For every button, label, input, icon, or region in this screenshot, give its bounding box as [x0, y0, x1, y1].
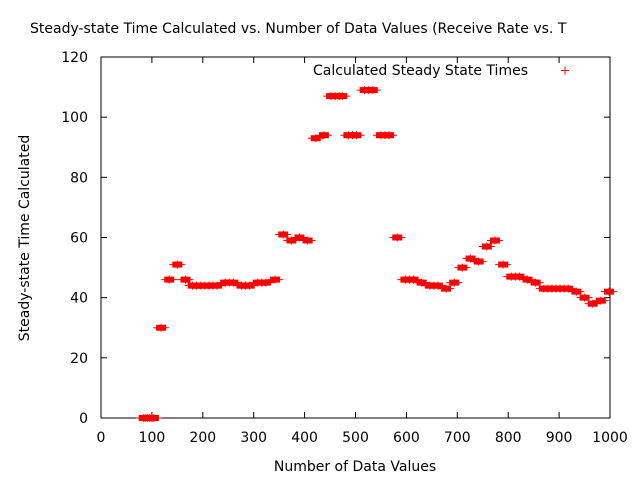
- data-point: [334, 92, 351, 101]
- x-axis-ticks: 0 100 200 300 400 500 600 700 800 900 1000: [97, 57, 628, 446]
- data-point: [161, 275, 178, 284]
- y-tick-label: 60: [70, 231, 88, 247]
- x-tick-label: 600: [393, 430, 420, 446]
- chart-title: Steady-state Time Calculated vs. Number …: [30, 21, 567, 37]
- x-tick-label: 200: [189, 430, 216, 446]
- x-axis-label: Number of Data Values: [274, 459, 436, 475]
- data-point: [291, 233, 308, 242]
- y-tick-label: 20: [70, 351, 88, 367]
- x-tick-label: 700: [444, 430, 471, 446]
- x-tick-label: 300: [240, 430, 267, 446]
- y-tick-label: 40: [70, 291, 88, 307]
- data-point: [405, 275, 422, 284]
- data-point: [527, 278, 544, 287]
- data-point: [241, 281, 258, 290]
- data-point: [478, 242, 495, 251]
- data-point: [348, 131, 365, 140]
- legend: Calculated Steady State Times: [313, 63, 569, 79]
- data-point: [511, 272, 528, 281]
- y-tick-label: 0: [79, 411, 88, 427]
- y-tick-label: 80: [70, 170, 88, 186]
- x-tick-label: 800: [495, 430, 522, 446]
- data-point: [568, 287, 585, 296]
- x-tick-label: 500: [342, 430, 369, 446]
- legend-label: Calculated Steady State Times: [313, 63, 528, 79]
- data-point: [225, 278, 242, 287]
- legend-marker: [561, 66, 569, 75]
- data-point: [600, 287, 617, 296]
- data-point: [307, 134, 324, 143]
- data-point: [153, 323, 170, 332]
- y-tick-label: 100: [61, 110, 88, 126]
- data-point: [267, 275, 284, 284]
- data-point: [364, 86, 381, 95]
- y-axis-label: Steady-state Time Calculated: [17, 135, 33, 341]
- data-point: [470, 257, 487, 266]
- x-tick-label: 100: [139, 430, 166, 446]
- plot-frame: [100, 56, 611, 419]
- data-point: [584, 299, 601, 308]
- data-point: [299, 236, 316, 245]
- data-point: [429, 281, 446, 290]
- data-point: [446, 278, 463, 287]
- data-point: [283, 236, 300, 245]
- data-point: [389, 233, 406, 242]
- x-tick-label: 400: [291, 430, 318, 446]
- data-point: [209, 281, 226, 290]
- data-point: [576, 293, 593, 302]
- data-point: [462, 254, 479, 263]
- data-point: [495, 260, 512, 269]
- y-tick-label: 120: [61, 50, 88, 66]
- data-point: [438, 284, 455, 293]
- data-point: [592, 296, 609, 305]
- data-point: [486, 236, 503, 245]
- data-points: [135, 86, 617, 422]
- data-point: [257, 278, 274, 287]
- data-point: [145, 414, 162, 422]
- x-tick-label: 900: [546, 430, 573, 446]
- data-point: [454, 263, 471, 272]
- data-point: [519, 275, 536, 284]
- data-point: [275, 230, 292, 239]
- data-point: [177, 275, 194, 284]
- x-tick-label: 0: [97, 430, 106, 446]
- data-point: [315, 131, 332, 140]
- y-axis-ticks: 0 20 40 60 80 100 120: [61, 50, 610, 427]
- x-tick-label: 1000: [592, 430, 628, 446]
- data-point: [381, 131, 398, 140]
- data-point: [169, 260, 186, 269]
- data-point: [560, 284, 577, 293]
- data-point: [413, 278, 430, 287]
